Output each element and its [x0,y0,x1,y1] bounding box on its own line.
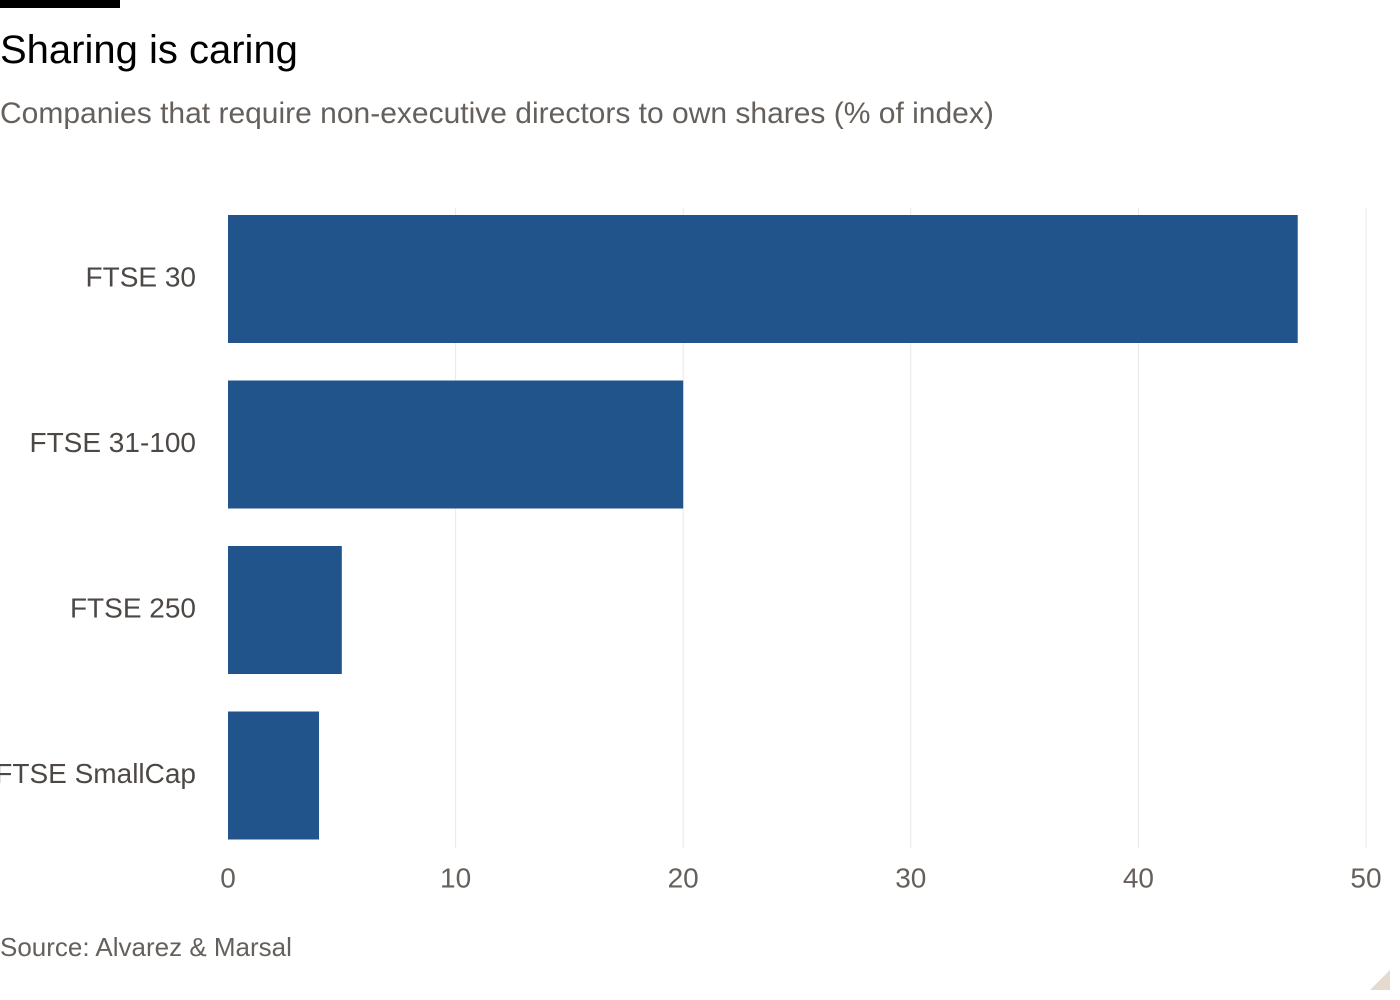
category-labels: FTSE 30 FTSE 31-100 FTSE 250 FTSE SmallCap [0,261,196,789]
bar [228,711,320,840]
x-tick-label: 40 [1123,862,1154,893]
category-label: FTSE 31-100 [29,427,196,458]
x-tick-label: 20 [668,862,699,893]
x-tick-labels: 0 10 20 30 40 50 [220,862,1381,893]
chart-subtitle: Companies that require non-executive dir… [0,97,994,130]
top-rule [0,0,120,8]
bars [228,215,1298,840]
x-tick-label: 10 [440,862,471,893]
source-note: Source: Alvarez & Marsal [0,932,292,962]
x-tick-label: 0 [220,862,236,893]
x-tick-label: 50 [1350,862,1381,893]
category-label: FTSE 30 [86,261,196,292]
chart-title: Sharing is caring [0,28,298,72]
bar [228,380,684,509]
bar [228,546,342,674]
x-tick-label: 30 [895,862,926,893]
category-label: FTSE SmallCap [0,758,196,789]
bar [228,215,1298,343]
category-label: FTSE 250 [70,592,196,623]
corner-mark [1370,970,1390,990]
